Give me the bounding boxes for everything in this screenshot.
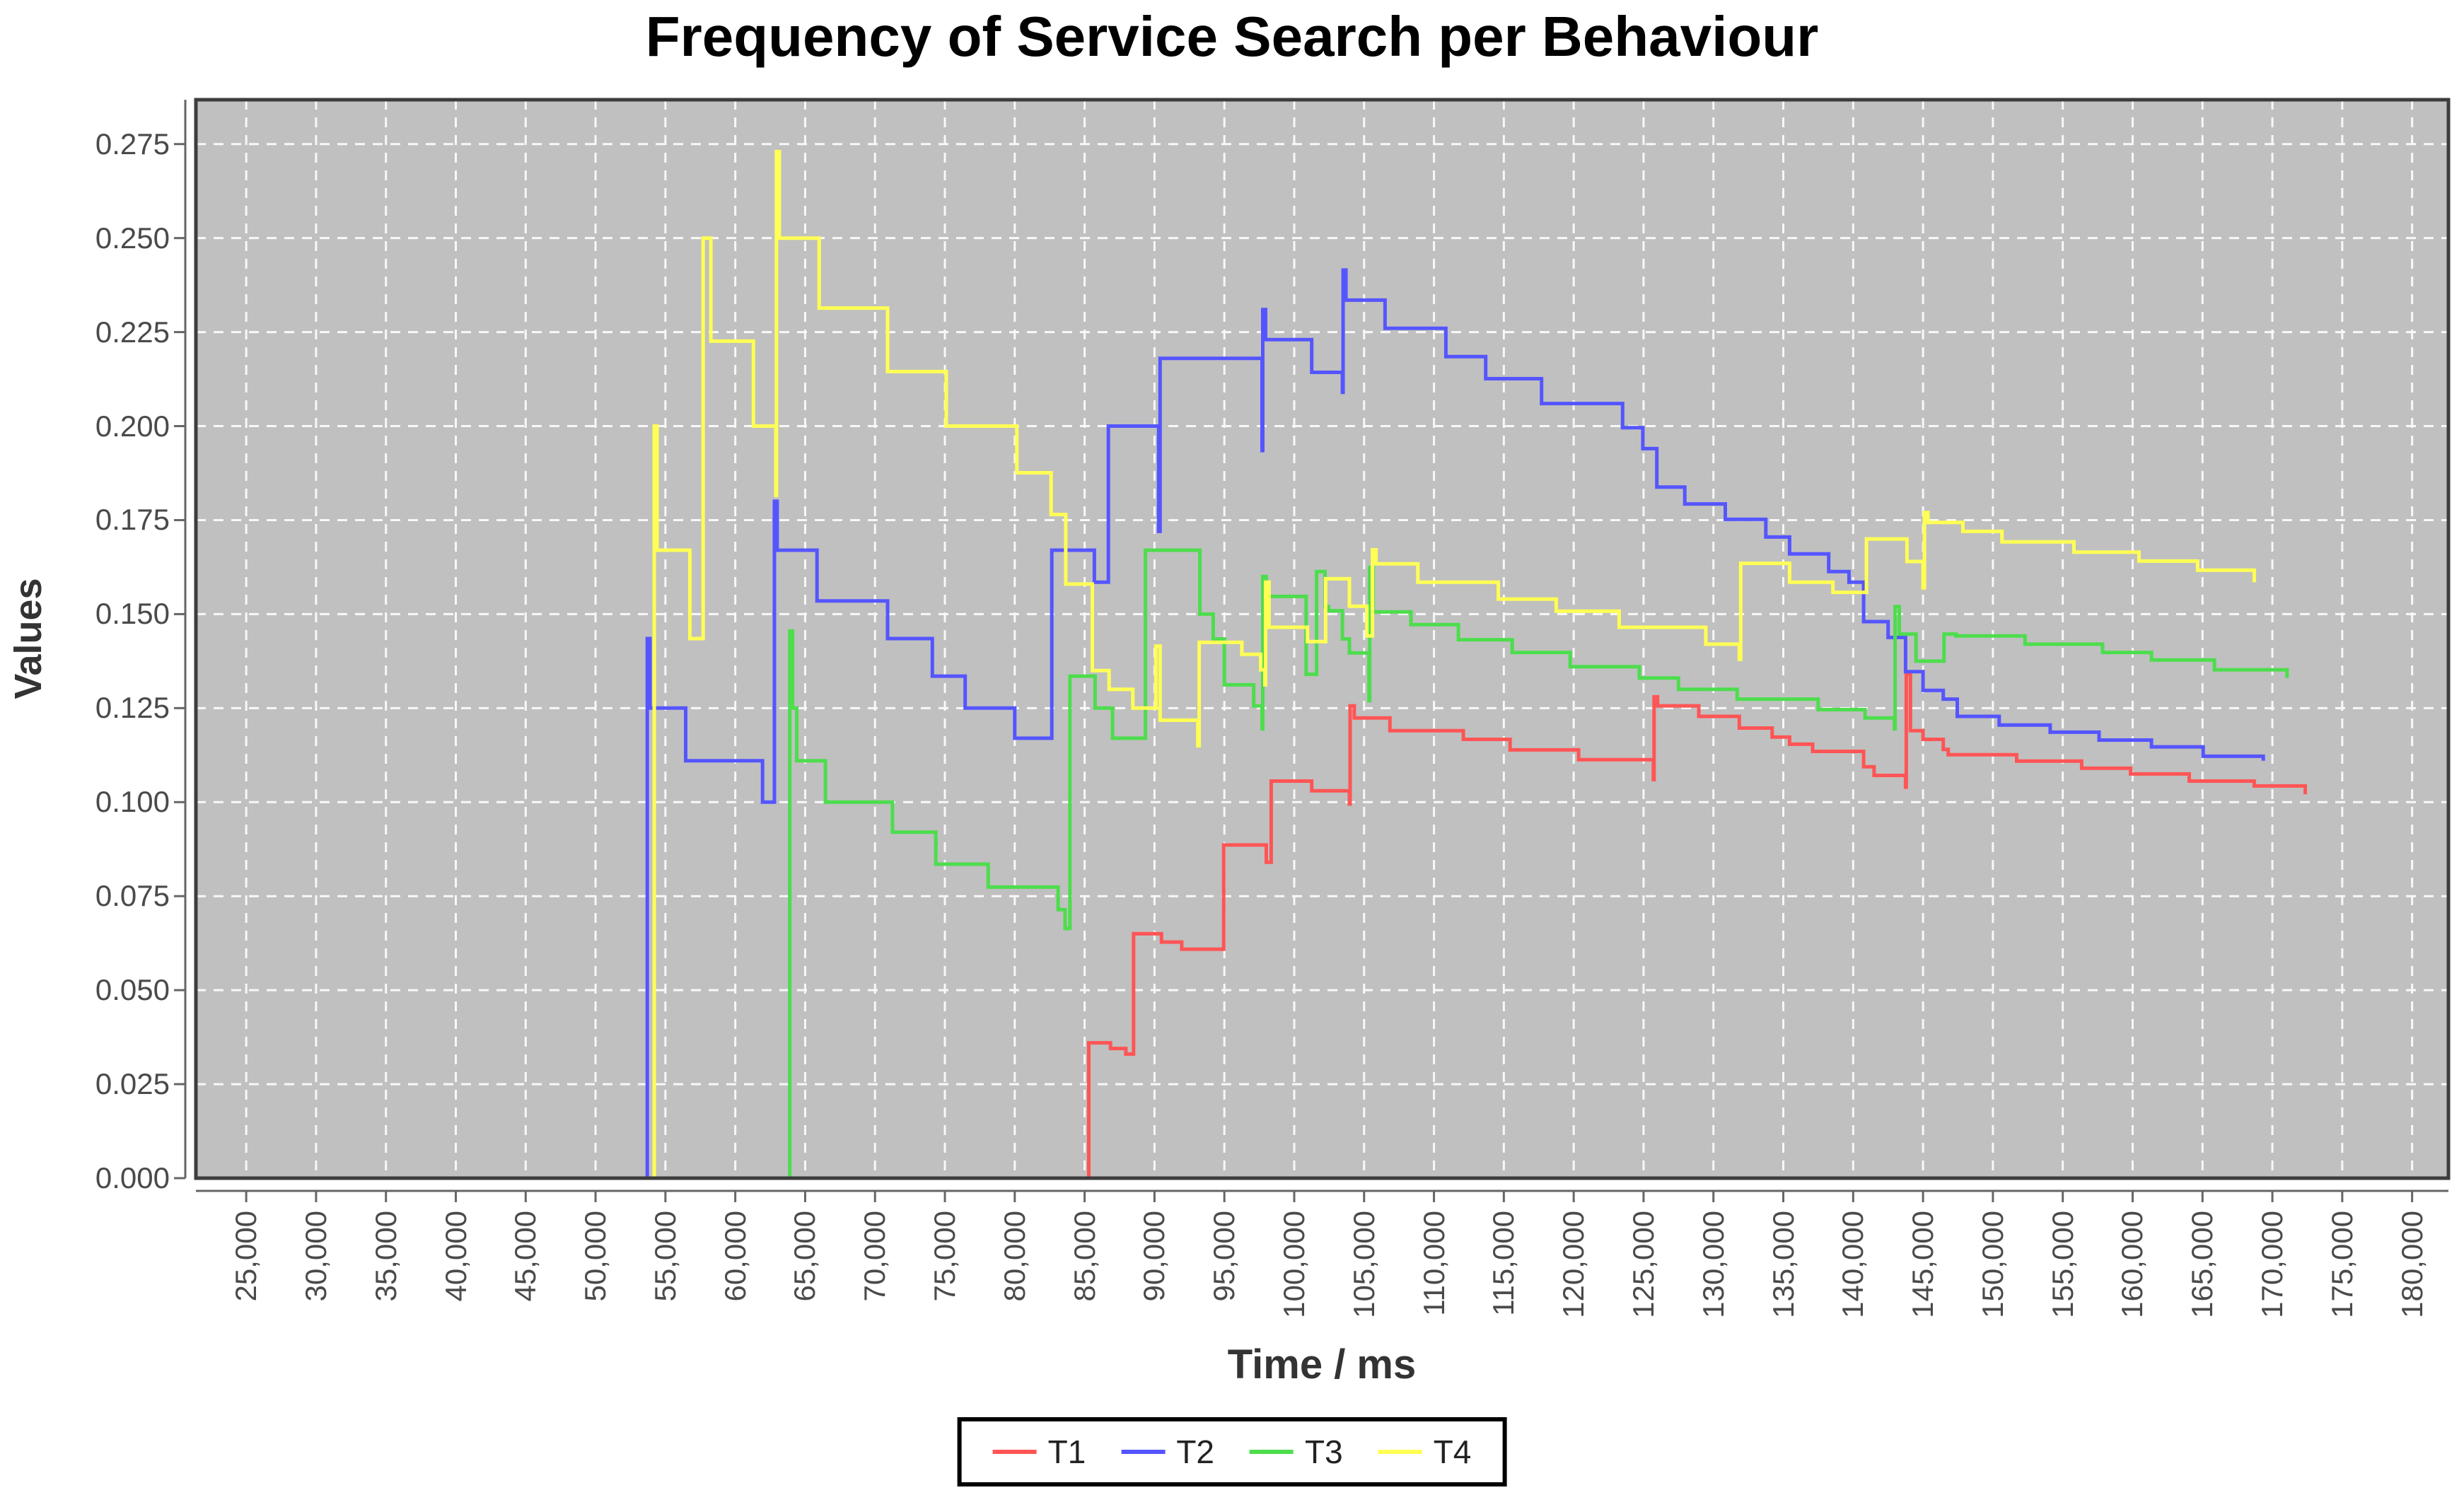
x-tick-label: 95,000 bbox=[1207, 1211, 1241, 1302]
x-tick-label: 120,000 bbox=[1557, 1211, 1591, 1318]
y-tick-label: 0.250 bbox=[95, 221, 170, 255]
legend-label: T1 bbox=[1047, 1433, 1086, 1470]
x-tick-label: 60,000 bbox=[718, 1211, 752, 1302]
x-tick-label: 55,000 bbox=[648, 1211, 682, 1302]
x-tick-label: 100,000 bbox=[1277, 1211, 1311, 1318]
legend: T1 T2 T3 T4 bbox=[957, 1417, 1507, 1486]
y-axis-title: Values bbox=[7, 578, 50, 699]
legend-item: T4 bbox=[1378, 1433, 1472, 1471]
x-tick-label: 50,000 bbox=[579, 1211, 612, 1302]
series-layer bbox=[645, 149, 2307, 1178]
gridlines bbox=[196, 100, 2448, 1178]
x-tick-label: 45,000 bbox=[509, 1211, 542, 1302]
x-tick-label: 110,000 bbox=[1417, 1211, 1451, 1316]
x-tick-label: 70,000 bbox=[858, 1211, 892, 1302]
legend-item: T3 bbox=[1250, 1433, 1343, 1471]
series-line-T3 bbox=[788, 548, 2289, 1178]
y-tick-label: 0.025 bbox=[95, 1067, 170, 1101]
x-tick-label: 140,000 bbox=[1836, 1211, 1870, 1318]
x-tick-label: 40,000 bbox=[438, 1211, 472, 1302]
x-tick-label: 25,000 bbox=[229, 1211, 263, 1302]
plot-border bbox=[194, 98, 2451, 1180]
x-tick-label: 65,000 bbox=[788, 1211, 822, 1302]
y-tick-label: 0.075 bbox=[95, 879, 170, 913]
legend-label: T2 bbox=[1176, 1433, 1214, 1470]
plot-background bbox=[196, 100, 2448, 1178]
x-tick-label: 80,000 bbox=[997, 1211, 1031, 1302]
y-tick-label: 0.200 bbox=[95, 409, 170, 443]
legend-label: T3 bbox=[1305, 1433, 1343, 1470]
y-tick-label: 0.175 bbox=[95, 503, 170, 537]
y-tick-label: 0.100 bbox=[95, 785, 170, 819]
x-axis-title: Time / ms bbox=[1227, 1342, 1417, 1387]
y-tick-label: 0.000 bbox=[95, 1161, 170, 1194]
x-tick-label: 165,000 bbox=[2185, 1211, 2219, 1318]
x-tick-label: 125,000 bbox=[1626, 1211, 1660, 1318]
legend-item: T1 bbox=[992, 1433, 1086, 1471]
x-tick-label: 170,000 bbox=[2255, 1211, 2289, 1318]
series-line-T4 bbox=[652, 149, 2256, 1178]
legend-line-swatch bbox=[1250, 1450, 1294, 1454]
legend-line-swatch bbox=[1121, 1450, 1166, 1454]
legend-line-swatch bbox=[1378, 1450, 1422, 1454]
legend-label: T4 bbox=[1433, 1433, 1472, 1470]
x-tick-label: 105,000 bbox=[1347, 1211, 1381, 1318]
y-tick-label: 0.125 bbox=[95, 691, 170, 725]
y-tick-label: 0.275 bbox=[95, 127, 170, 161]
legend-item: T2 bbox=[1121, 1433, 1214, 1471]
x-tick-label: 155,000 bbox=[2045, 1211, 2079, 1318]
x-tick-label: 150,000 bbox=[1975, 1211, 2009, 1318]
x-tick-label: 160,000 bbox=[2115, 1211, 2149, 1318]
x-tick-label: 130,000 bbox=[1696, 1211, 1730, 1318]
x-tick-label: 135,000 bbox=[1766, 1211, 1800, 1318]
series-line-T2 bbox=[645, 268, 2265, 1178]
x-tick-label: 90,000 bbox=[1137, 1211, 1171, 1302]
x-tick-label: 145,000 bbox=[1906, 1211, 1940, 1318]
series-line-T1 bbox=[1087, 673, 2307, 1178]
x-tick-label: 85,000 bbox=[1067, 1211, 1101, 1302]
x-tick-label: 75,000 bbox=[928, 1211, 962, 1302]
y-tick-label: 0.225 bbox=[95, 315, 170, 349]
chart-title: Frequency of Service Search per Behaviou… bbox=[645, 5, 1819, 68]
y-tick-label: 0.150 bbox=[95, 597, 170, 631]
legend-line-swatch bbox=[992, 1450, 1037, 1454]
x-tick-label: 35,000 bbox=[368, 1211, 402, 1302]
axes bbox=[174, 100, 2448, 1202]
x-tick-label: 115,000 bbox=[1487, 1211, 1521, 1316]
y-tick-label: 0.050 bbox=[95, 973, 170, 1007]
x-tick-label: 30,000 bbox=[298, 1211, 332, 1302]
x-tick-label: 175,000 bbox=[2325, 1211, 2359, 1318]
x-tick-label: 180,000 bbox=[2395, 1211, 2429, 1318]
